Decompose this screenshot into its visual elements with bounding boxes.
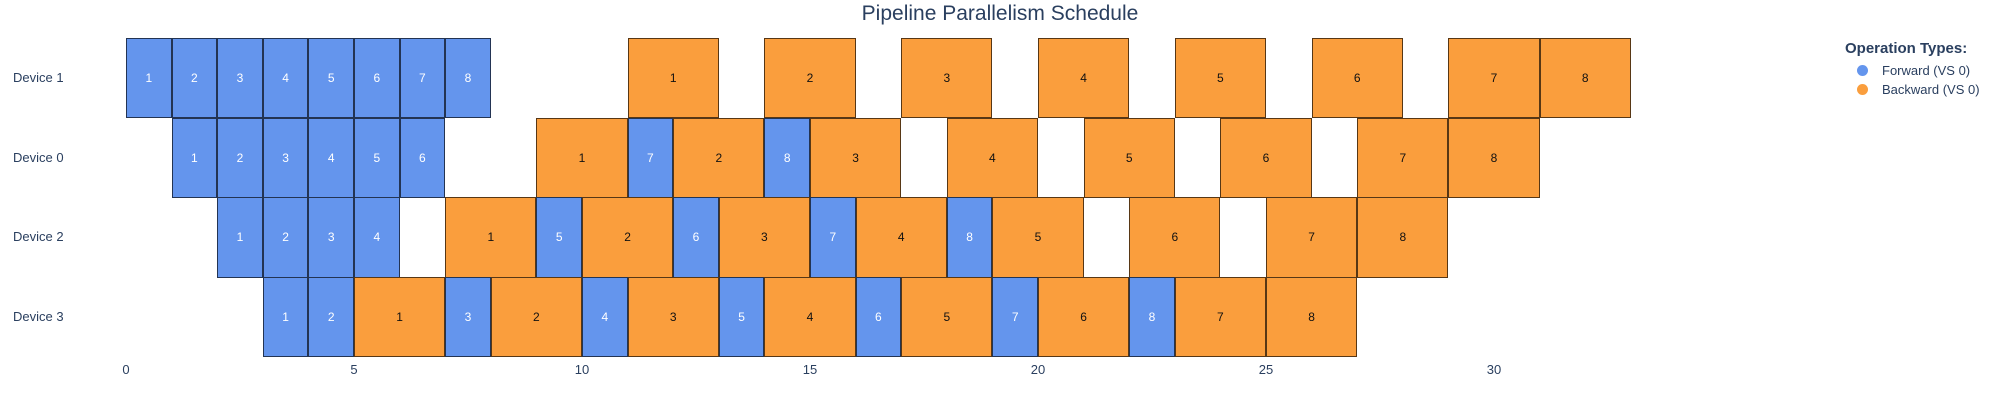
schedule-block-backward: 8 — [1539, 38, 1631, 119]
schedule-block-backward: 4 — [855, 197, 947, 278]
schedule-block-backward: 7 — [1174, 276, 1266, 358]
schedule-block-forward: 1 — [217, 197, 263, 278]
schedule-block-forward: 5 — [536, 197, 582, 278]
schedule-block-backward: 4 — [764, 276, 856, 358]
schedule-block-backward: 2 — [764, 38, 856, 119]
schedule-block-backward: 1 — [354, 276, 446, 358]
chart-title: Pipeline Parallelism Schedule — [861, 2, 1139, 25]
x-axis-tick-label: 10 — [574, 362, 590, 377]
schedule-block-backward: 7 — [1266, 197, 1358, 278]
x-axis-tick-label: 5 — [350, 362, 358, 377]
schedule-block-backward: 4 — [946, 117, 1038, 198]
schedule-block-backward: 1 — [627, 38, 719, 119]
forward-legend-marker-icon — [1857, 65, 1868, 76]
legend-title: Operation Types: — [1845, 40, 1968, 57]
schedule-block-forward: 5 — [354, 117, 400, 198]
schedule-block-backward: 5 — [992, 197, 1084, 278]
schedule-block-forward: 7 — [399, 38, 446, 119]
schedule-block-backward: 4 — [1038, 38, 1130, 119]
schedule-block-backward: 3 — [627, 276, 719, 358]
schedule-block-forward: 2 — [217, 117, 263, 198]
schedule-block-forward: 5 — [718, 276, 765, 358]
schedule-block-backward: 3 — [810, 117, 902, 198]
schedule-block-forward: 4 — [262, 38, 309, 119]
legend-item-backward: Backward (VS 0) — [1857, 82, 1995, 97]
schedule-block-backward: 5 — [1174, 38, 1266, 119]
schedule-block-backward: 5 — [901, 276, 993, 358]
schedule-block-forward: 3 — [262, 117, 309, 198]
schedule-block-forward: 3 — [445, 276, 491, 358]
schedule-block-forward: 1 — [262, 276, 309, 358]
legend-item-forward: Forward (VS 0) — [1857, 63, 1995, 78]
schedule-block-backward: 5 — [1083, 117, 1175, 198]
schedule-block-backward: 7 — [1448, 38, 1540, 119]
schedule-block-forward: 8 — [946, 197, 993, 278]
device-label: Device 1 — [13, 70, 64, 86]
schedule-block-backward: 6 — [1220, 117, 1312, 198]
schedule-block-forward: 1 — [171, 117, 218, 198]
schedule-block-backward: 3 — [901, 38, 993, 119]
schedule-block-forward: 1 — [126, 38, 172, 119]
legend: Operation Types: Forward (VS 0) Backward … — [1845, 40, 1995, 101]
schedule-block-forward: 2 — [308, 276, 354, 358]
schedule-block-backward: 6 — [1311, 38, 1403, 119]
schedule-block-backward: 2 — [490, 276, 582, 358]
schedule-block-forward: 7 — [627, 117, 674, 198]
x-axis-tick-label: 30 — [1486, 362, 1502, 377]
schedule-block-backward: 6 — [1038, 276, 1130, 358]
schedule-block-forward: 5 — [308, 38, 354, 119]
schedule-block-forward: 7 — [992, 276, 1038, 358]
schedule-block-backward: 1 — [445, 197, 537, 278]
schedule-block-forward: 4 — [308, 117, 354, 198]
schedule-block-backward: 2 — [582, 197, 674, 278]
schedule-block-forward: 6 — [855, 276, 902, 358]
schedule-block-backward: 2 — [673, 117, 765, 198]
schedule-block-forward: 8 — [445, 38, 491, 119]
legend-item-label: Forward (VS 0) — [1882, 63, 1971, 78]
schedule-block-forward: 6 — [399, 117, 446, 198]
device-label: Device 2 — [13, 229, 64, 245]
schedule-block-backward: 6 — [1129, 197, 1221, 278]
schedule-block-forward: 7 — [810, 197, 856, 278]
schedule-block-backward: 7 — [1357, 117, 1449, 198]
legend-items: Forward (VS 0) Backward (VS 0) — [1845, 63, 1995, 97]
x-axis-tick-label: 20 — [1030, 362, 1046, 377]
schedule-block-forward: 8 — [1129, 276, 1175, 358]
backward-legend-marker-icon — [1857, 84, 1868, 95]
x-axis-tick-label: 15 — [802, 362, 818, 377]
schedule-block-forward: 8 — [764, 117, 810, 198]
schedule-block-backward: 8 — [1266, 276, 1358, 358]
schedule-block-backward: 3 — [718, 197, 810, 278]
x-axis-tick-label: 0 — [122, 362, 130, 377]
schedule-block-forward: 4 — [354, 197, 400, 278]
schedule-block-backward: 1 — [536, 117, 628, 198]
device-label: Device 0 — [13, 149, 64, 165]
schedule-block-forward: 3 — [308, 197, 354, 278]
schedule-block-forward: 4 — [582, 276, 628, 358]
schedule-block-forward: 6 — [354, 38, 400, 119]
schedule-block-backward: 8 — [1448, 117, 1540, 198]
schedule-block-forward: 3 — [217, 38, 263, 119]
legend-item-label: Backward (VS 0) — [1882, 82, 1980, 97]
schedule-block-backward: 8 — [1357, 197, 1449, 278]
device-label: Device 3 — [13, 309, 64, 325]
schedule-block-forward: 2 — [171, 38, 218, 119]
schedule-block-forward: 6 — [673, 197, 719, 278]
x-axis-tick-label: 25 — [1258, 362, 1274, 377]
schedule-block-forward: 2 — [262, 197, 309, 278]
